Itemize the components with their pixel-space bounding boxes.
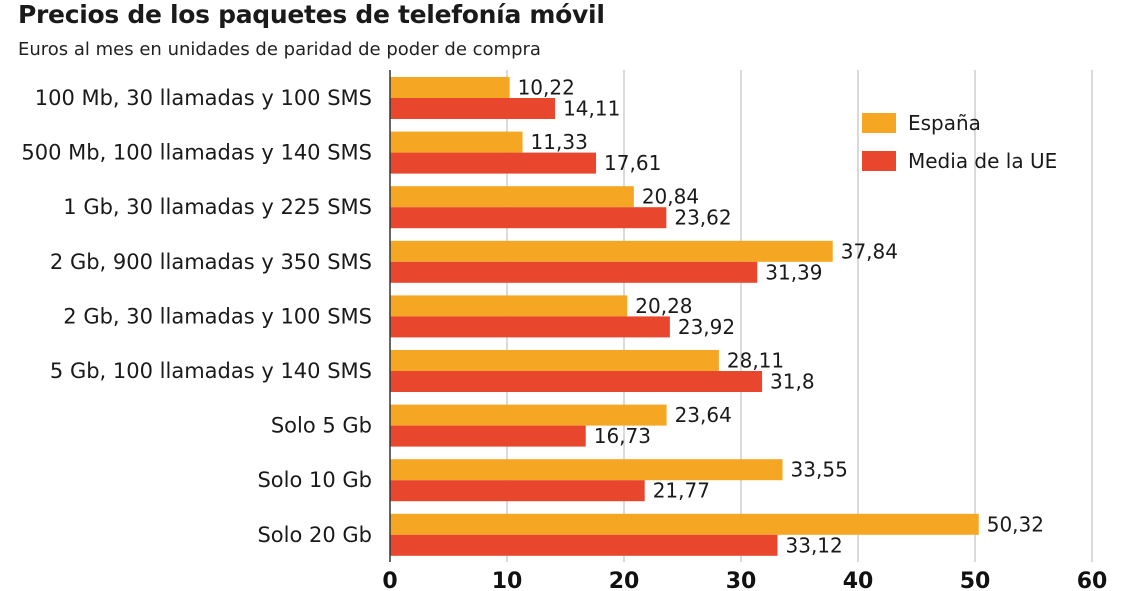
bar-media-ue (390, 425, 586, 447)
value-label-espana: 28,11 (727, 349, 784, 373)
value-label-espana: 10,22 (518, 76, 575, 100)
bar-media-ue (390, 371, 763, 392)
bar-media-ue (390, 152, 597, 174)
value-label-espana: 20,28 (635, 294, 692, 318)
bar-media-ue (390, 98, 556, 119)
x-tick-label: 30 (726, 569, 757, 591)
value-label-media-ue: 31,39 (765, 260, 822, 284)
value-label-espana: 37,84 (841, 239, 898, 263)
bar-media-ue (390, 207, 667, 229)
x-tick-label: 50 (960, 569, 991, 591)
value-label-media-ue: 23,92 (678, 315, 735, 339)
category-label: Solo 20 Gb (257, 523, 372, 547)
bar-espana (390, 350, 719, 371)
value-label-media-ue: 33,12 (786, 533, 843, 557)
bar-media-ue (390, 261, 758, 283)
value-label-espana: 23,64 (675, 403, 732, 427)
bar-espana (390, 459, 783, 481)
category-label: Solo 5 Gb (271, 414, 372, 438)
legend-label-espana: España (908, 111, 981, 135)
legend-swatch-media-ue (862, 151, 896, 171)
category-label: 500 Mb, 100 llamadas y 140 SMS (21, 141, 372, 165)
category-label: 1 Gb, 30 llamadas y 225 SMS (63, 195, 372, 219)
x-tick-label: 0 (382, 569, 397, 591)
x-tick-label: 60 (1077, 569, 1108, 591)
bar-espana (390, 295, 628, 317)
bar-media-ue (390, 480, 645, 502)
category-label: 2 Gb, 900 llamadas y 350 SMS (50, 250, 372, 274)
value-label-media-ue: 23,62 (674, 206, 731, 230)
x-tick-label: 40 (843, 569, 874, 591)
value-label-espana: 11,33 (531, 130, 588, 154)
category-label: 5 Gb, 100 llamadas y 140 SMS (50, 359, 372, 383)
bar-media-ue (390, 316, 670, 338)
x-tick-label: 10 (492, 569, 523, 591)
value-label-espana: 20,84 (642, 185, 699, 209)
chart-title: Precios de los paquetes de telefonía móv… (18, 0, 605, 29)
legend-label-media-ue: Media de la UE (908, 149, 1057, 173)
value-label-espana: 50,32 (987, 512, 1044, 536)
bar-espana (390, 404, 667, 426)
value-label-media-ue: 14,11 (563, 97, 620, 121)
category-label: Solo 10 Gb (257, 468, 372, 492)
bar-espana (390, 77, 510, 98)
bar-media-ue (390, 534, 778, 556)
category-label: 100 Mb, 30 llamadas y 100 SMS (35, 86, 372, 110)
category-label: 2 Gb, 30 llamadas y 100 SMS (63, 304, 372, 328)
value-label-media-ue: 17,61 (604, 151, 661, 175)
legend-swatch-espana (862, 113, 896, 133)
bar-espana (390, 186, 634, 208)
bar-espana (390, 240, 833, 262)
bar-espana (390, 513, 979, 535)
value-label-espana: 33,55 (791, 458, 848, 482)
x-tick-label: 20 (609, 569, 640, 591)
chart-subtitle: Euros al mes en unidades de paridad de p… (18, 39, 541, 60)
value-label-media-ue: 31,8 (770, 370, 815, 394)
bar-espana (390, 131, 523, 153)
value-label-media-ue: 16,73 (594, 424, 651, 448)
value-label-media-ue: 21,77 (653, 479, 710, 503)
